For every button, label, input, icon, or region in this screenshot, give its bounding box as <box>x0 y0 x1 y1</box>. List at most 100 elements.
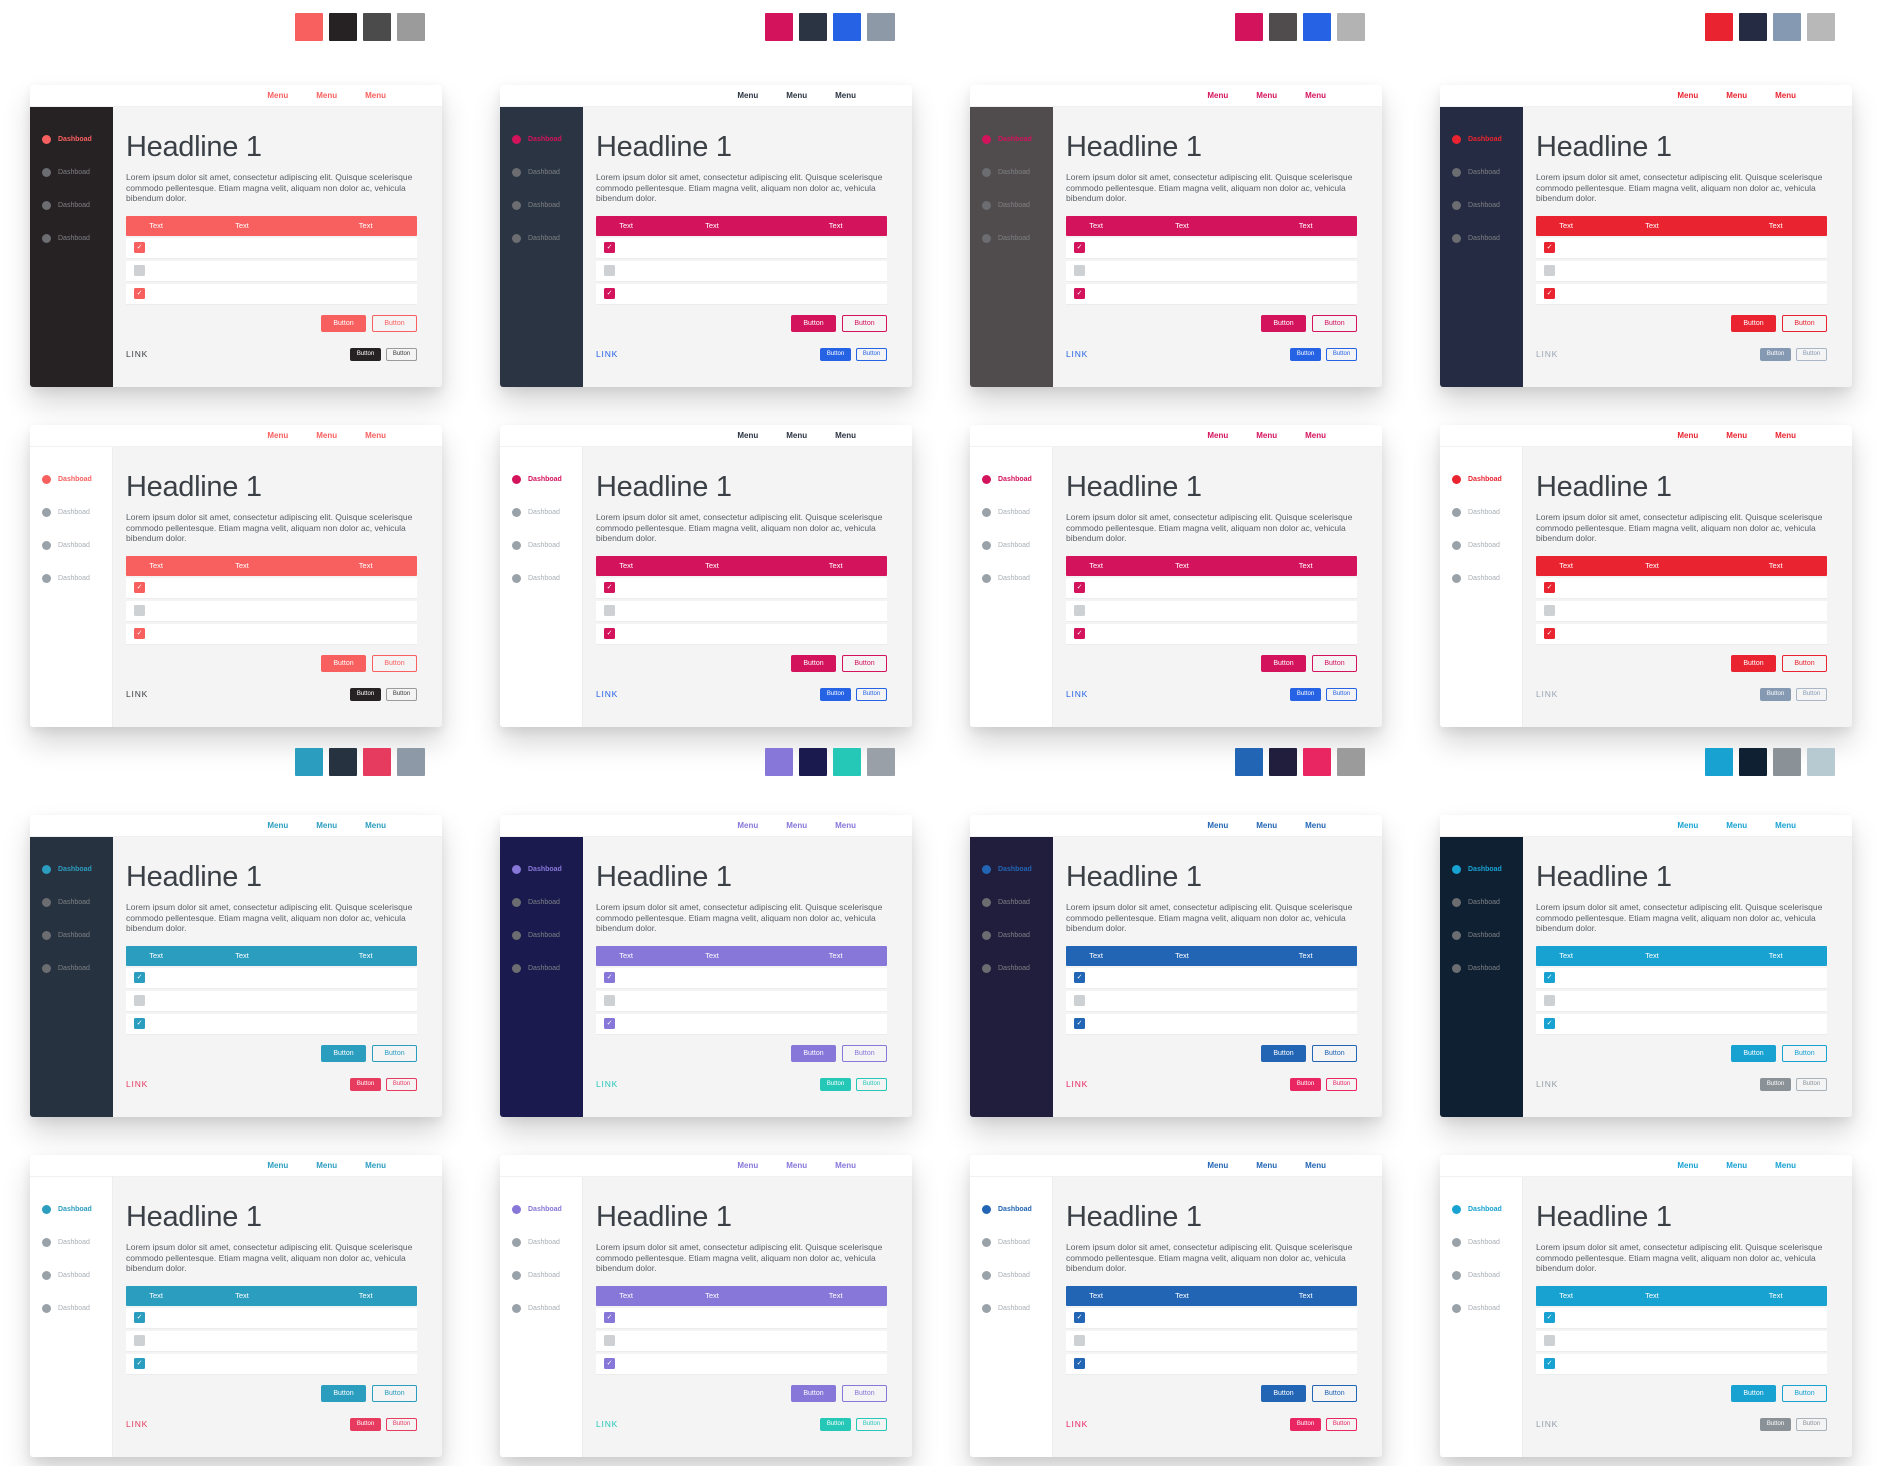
primary-button-filled[interactable]: Button <box>1731 314 1776 332</box>
sidebar-item-dashboard[interactable]: Dashboad <box>500 853 583 886</box>
checkbox-checked-icon[interactable]: ✓ <box>1074 242 1085 253</box>
checkbox-checked-icon[interactable]: ✓ <box>604 1312 615 1323</box>
sidebar-item-dashboard[interactable]: Dashboad <box>30 886 113 919</box>
secondary-button-outline[interactable]: Button <box>1796 687 1827 701</box>
checkbox-checked-icon[interactable]: ✓ <box>134 972 145 983</box>
sidebar-item-dashboard[interactable]: Dashboad <box>970 919 1053 952</box>
menu-item[interactable]: Menu <box>835 821 856 830</box>
primary-button-outline[interactable]: Button <box>1312 314 1357 332</box>
secondary-button-outline[interactable]: Button <box>1796 1417 1827 1431</box>
sidebar-item-dashboard[interactable]: Dashboad <box>30 156 113 189</box>
primary-button-outline[interactable]: Button <box>842 1044 887 1062</box>
primary-button-outline[interactable]: Button <box>1782 314 1827 332</box>
secondary-button-filled[interactable]: Button <box>820 347 851 361</box>
menu-item[interactable]: Menu <box>835 91 856 100</box>
checkbox-checked-icon[interactable]: ✓ <box>604 1018 615 1029</box>
secondary-button-filled[interactable]: Button <box>1760 1077 1791 1091</box>
sidebar-item-dashboard[interactable]: Dashboad <box>500 886 583 919</box>
checkbox-checked-icon[interactable]: ✓ <box>1544 972 1555 983</box>
primary-button-filled[interactable]: Button <box>1731 1044 1776 1062</box>
secondary-button-outline[interactable]: Button <box>856 1077 887 1091</box>
menu-item[interactable]: Menu <box>1775 91 1796 100</box>
link[interactable]: LINK <box>126 689 149 699</box>
link[interactable]: LINK <box>1066 1419 1089 1429</box>
sidebar-item-dashboard[interactable]: Dashboad <box>30 123 113 156</box>
primary-button-outline[interactable]: Button <box>842 654 887 672</box>
checkbox-checked-icon[interactable]: ✓ <box>134 242 145 253</box>
menu-item[interactable]: Menu <box>1207 431 1229 440</box>
menu-item[interactable]: Menu <box>1677 431 1699 440</box>
primary-button-outline[interactable]: Button <box>372 654 417 672</box>
sidebar-item-dashboard[interactable]: Dashboad <box>1440 1193 1522 1226</box>
menu-item[interactable]: Menu <box>267 431 289 440</box>
secondary-button-filled[interactable]: Button <box>350 347 381 361</box>
menu-item[interactable]: Menu <box>365 1161 386 1170</box>
link[interactable]: LINK <box>126 1419 149 1429</box>
menu-item[interactable]: Menu <box>786 1161 808 1170</box>
secondary-button-outline[interactable]: Button <box>1326 347 1357 361</box>
checkbox-checked-icon[interactable]: ✓ <box>1544 582 1555 593</box>
link[interactable]: LINK <box>1066 349 1089 359</box>
secondary-button-outline[interactable]: Button <box>856 347 887 361</box>
menu-item[interactable]: Menu <box>1256 821 1278 830</box>
menu-item[interactable]: Menu <box>1677 91 1699 100</box>
sidebar-item-dashboard[interactable]: Dashboad <box>1440 853 1523 886</box>
menu-item[interactable]: Menu <box>835 1161 856 1170</box>
menu-item[interactable]: Menu <box>1726 821 1748 830</box>
menu-item[interactable]: Menu <box>267 1161 289 1170</box>
menu-item[interactable]: Menu <box>1677 821 1699 830</box>
checkbox-unchecked-icon[interactable] <box>604 1335 615 1346</box>
checkbox-checked-icon[interactable]: ✓ <box>1544 628 1555 639</box>
secondary-button-filled[interactable]: Button <box>1760 687 1791 701</box>
menu-item[interactable]: Menu <box>365 91 386 100</box>
sidebar-item-dashboard[interactable]: Dashboad <box>500 189 583 222</box>
sidebar-item-dashboard[interactable]: Dashboad <box>970 156 1053 189</box>
menu-item[interactable]: Menu <box>737 91 759 100</box>
sidebar-item-dashboard[interactable]: Dashboad <box>1440 1226 1522 1259</box>
sidebar-item-dashboard[interactable]: Dashboad <box>970 952 1053 985</box>
sidebar-item-dashboard[interactable]: Dashboad <box>1440 1259 1522 1292</box>
primary-button-outline[interactable]: Button <box>1782 1044 1827 1062</box>
secondary-button-outline[interactable]: Button <box>856 687 887 701</box>
link[interactable]: LINK <box>1066 689 1089 699</box>
menu-item[interactable]: Menu <box>1775 821 1796 830</box>
primary-button-filled[interactable]: Button <box>321 654 366 672</box>
sidebar-item-dashboard[interactable]: Dashboad <box>500 1193 582 1226</box>
checkbox-checked-icon[interactable]: ✓ <box>134 628 145 639</box>
link[interactable]: LINK <box>596 1419 619 1429</box>
primary-button-outline[interactable]: Button <box>372 1044 417 1062</box>
sidebar-item-dashboard[interactable]: Dashboad <box>500 919 583 952</box>
checkbox-unchecked-icon[interactable] <box>134 605 145 616</box>
sidebar-item-dashboard[interactable]: Dashboad <box>500 222 583 255</box>
checkbox-unchecked-icon[interactable] <box>604 995 615 1006</box>
secondary-button-filled[interactable]: Button <box>1290 1417 1321 1431</box>
menu-item[interactable]: Menu <box>1256 91 1278 100</box>
menu-item[interactable]: Menu <box>316 91 338 100</box>
sidebar-item-dashboard[interactable]: Dashboad <box>970 123 1053 156</box>
sidebar-item-dashboard[interactable]: Dashboad <box>1440 529 1522 562</box>
secondary-button-outline[interactable]: Button <box>1326 687 1357 701</box>
sidebar-item-dashboard[interactable]: Dashboad <box>1440 1292 1522 1325</box>
link[interactable]: LINK <box>1536 1419 1559 1429</box>
sidebar-item-dashboard[interactable]: Dashboad <box>970 886 1053 919</box>
menu-item[interactable]: Menu <box>316 821 338 830</box>
link[interactable]: LINK <box>1536 349 1559 359</box>
sidebar-item-dashboard[interactable]: Dashboad <box>1440 919 1523 952</box>
menu-item[interactable]: Menu <box>365 431 386 440</box>
menu-item[interactable]: Menu <box>1207 91 1229 100</box>
secondary-button-outline[interactable]: Button <box>1326 1077 1357 1091</box>
sidebar-item-dashboard[interactable]: Dashboad <box>1440 496 1522 529</box>
sidebar-item-dashboard[interactable]: Dashboad <box>30 562 112 595</box>
checkbox-checked-icon[interactable]: ✓ <box>134 1018 145 1029</box>
menu-item[interactable]: Menu <box>737 821 759 830</box>
sidebar-item-dashboard[interactable]: Dashboad <box>970 463 1052 496</box>
menu-item[interactable]: Menu <box>1207 1161 1229 1170</box>
link[interactable]: LINK <box>596 689 619 699</box>
primary-button-outline[interactable]: Button <box>372 314 417 332</box>
menu-item[interactable]: Menu <box>835 431 856 440</box>
secondary-button-filled[interactable]: Button <box>350 1417 381 1431</box>
sidebar-item-dashboard[interactable]: Dashboad <box>30 919 113 952</box>
link[interactable]: LINK <box>1536 1079 1559 1089</box>
sidebar-item-dashboard[interactable]: Dashboad <box>1440 562 1522 595</box>
sidebar-item-dashboard[interactable]: Dashboad <box>30 1292 112 1325</box>
